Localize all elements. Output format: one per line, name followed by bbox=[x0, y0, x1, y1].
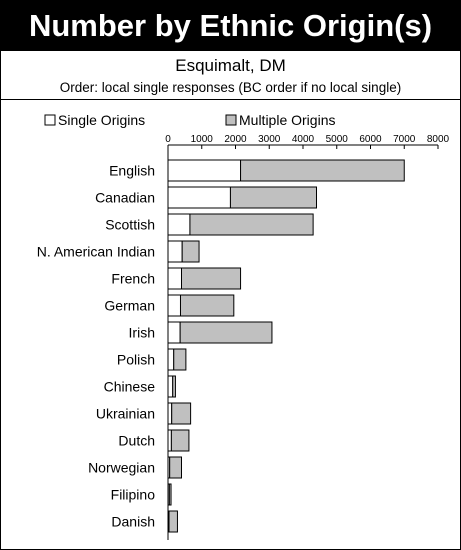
bar-multiple-origins bbox=[168, 483, 172, 506]
x-tick-label: 2000 bbox=[224, 134, 247, 145]
x-axis: 0 1000 2000 3000 4000 5000 6000 7000 8000 bbox=[165, 134, 450, 149]
legend-swatch-single bbox=[44, 114, 56, 126]
x-tick-label: 5000 bbox=[326, 134, 349, 145]
category-label: Ukrainian bbox=[96, 406, 155, 422]
category-label: Canadian bbox=[95, 190, 155, 206]
bar-single-origins bbox=[167, 267, 182, 290]
chart-subtitle: Esquimalt, DM bbox=[175, 56, 286, 75]
bar-single-origins bbox=[167, 213, 191, 236]
bar-single-origins bbox=[167, 375, 174, 398]
category-label: Norwegian bbox=[88, 460, 155, 476]
bar-single-origins bbox=[167, 321, 181, 344]
category-label: English bbox=[109, 163, 155, 179]
bar-multiple-origins bbox=[229, 186, 317, 209]
category-label: French bbox=[111, 271, 155, 287]
bar-multiple-origins bbox=[172, 375, 176, 398]
order-note: Order: local single responses (BC order … bbox=[59, 80, 402, 95]
legend-swatch-multiple bbox=[225, 114, 237, 126]
bar-multiple-origins bbox=[189, 213, 314, 236]
x-tick-label: 4000 bbox=[292, 134, 315, 145]
category-label: Chinese bbox=[104, 379, 156, 395]
bar-single-origins bbox=[167, 159, 242, 182]
plot-area: English Canadian Scottish N. American India… bbox=[37, 145, 405, 540]
category-label: Filipino bbox=[111, 487, 156, 503]
bar-single-origins bbox=[167, 186, 231, 209]
category-label: Danish bbox=[111, 514, 155, 530]
bar-multiple-origins bbox=[173, 348, 187, 371]
bar-multiple-origins bbox=[181, 267, 242, 290]
x-tick-label: 6000 bbox=[359, 134, 382, 145]
category-label: Polish bbox=[117, 352, 155, 368]
x-tick-label: 7000 bbox=[393, 134, 416, 145]
x-tick-label: 1000 bbox=[191, 134, 214, 145]
category-label: Irish bbox=[129, 325, 155, 341]
bar-multiple-origins bbox=[179, 294, 235, 317]
x-tick-label: 8000 bbox=[427, 134, 450, 145]
legend: Single Origins Multiple Origins bbox=[44, 112, 335, 128]
legend-label-multiple: Multiple Origins bbox=[239, 112, 335, 128]
bar-single-origins bbox=[167, 429, 172, 452]
x-tick-label: 3000 bbox=[258, 134, 281, 145]
bar-single-origins bbox=[167, 294, 181, 317]
bar-multiple-origins bbox=[168, 510, 178, 533]
category-label: Scottish bbox=[105, 217, 155, 233]
bar-multiple-origins bbox=[240, 159, 405, 182]
bar-single-origins bbox=[167, 402, 173, 425]
bar-multiple-origins bbox=[179, 321, 273, 344]
bar-multiple-origins bbox=[181, 240, 200, 263]
x-tick-label: 0 bbox=[165, 134, 171, 145]
chart-title: Number by Ethnic Origin(s) bbox=[1, 1, 460, 51]
bar-multiple-origins bbox=[171, 402, 192, 425]
bar-multiple-origins bbox=[170, 429, 190, 452]
header-separator bbox=[1, 99, 460, 100]
category-label: Dutch bbox=[118, 433, 155, 449]
bar-single-origins bbox=[167, 348, 175, 371]
category-label: German bbox=[104, 298, 155, 314]
bar-multiple-origins bbox=[169, 456, 182, 479]
legend-label-single: Single Origins bbox=[58, 112, 145, 128]
category-label: N. American Indian bbox=[37, 244, 155, 260]
bar-single-origins bbox=[167, 240, 183, 263]
